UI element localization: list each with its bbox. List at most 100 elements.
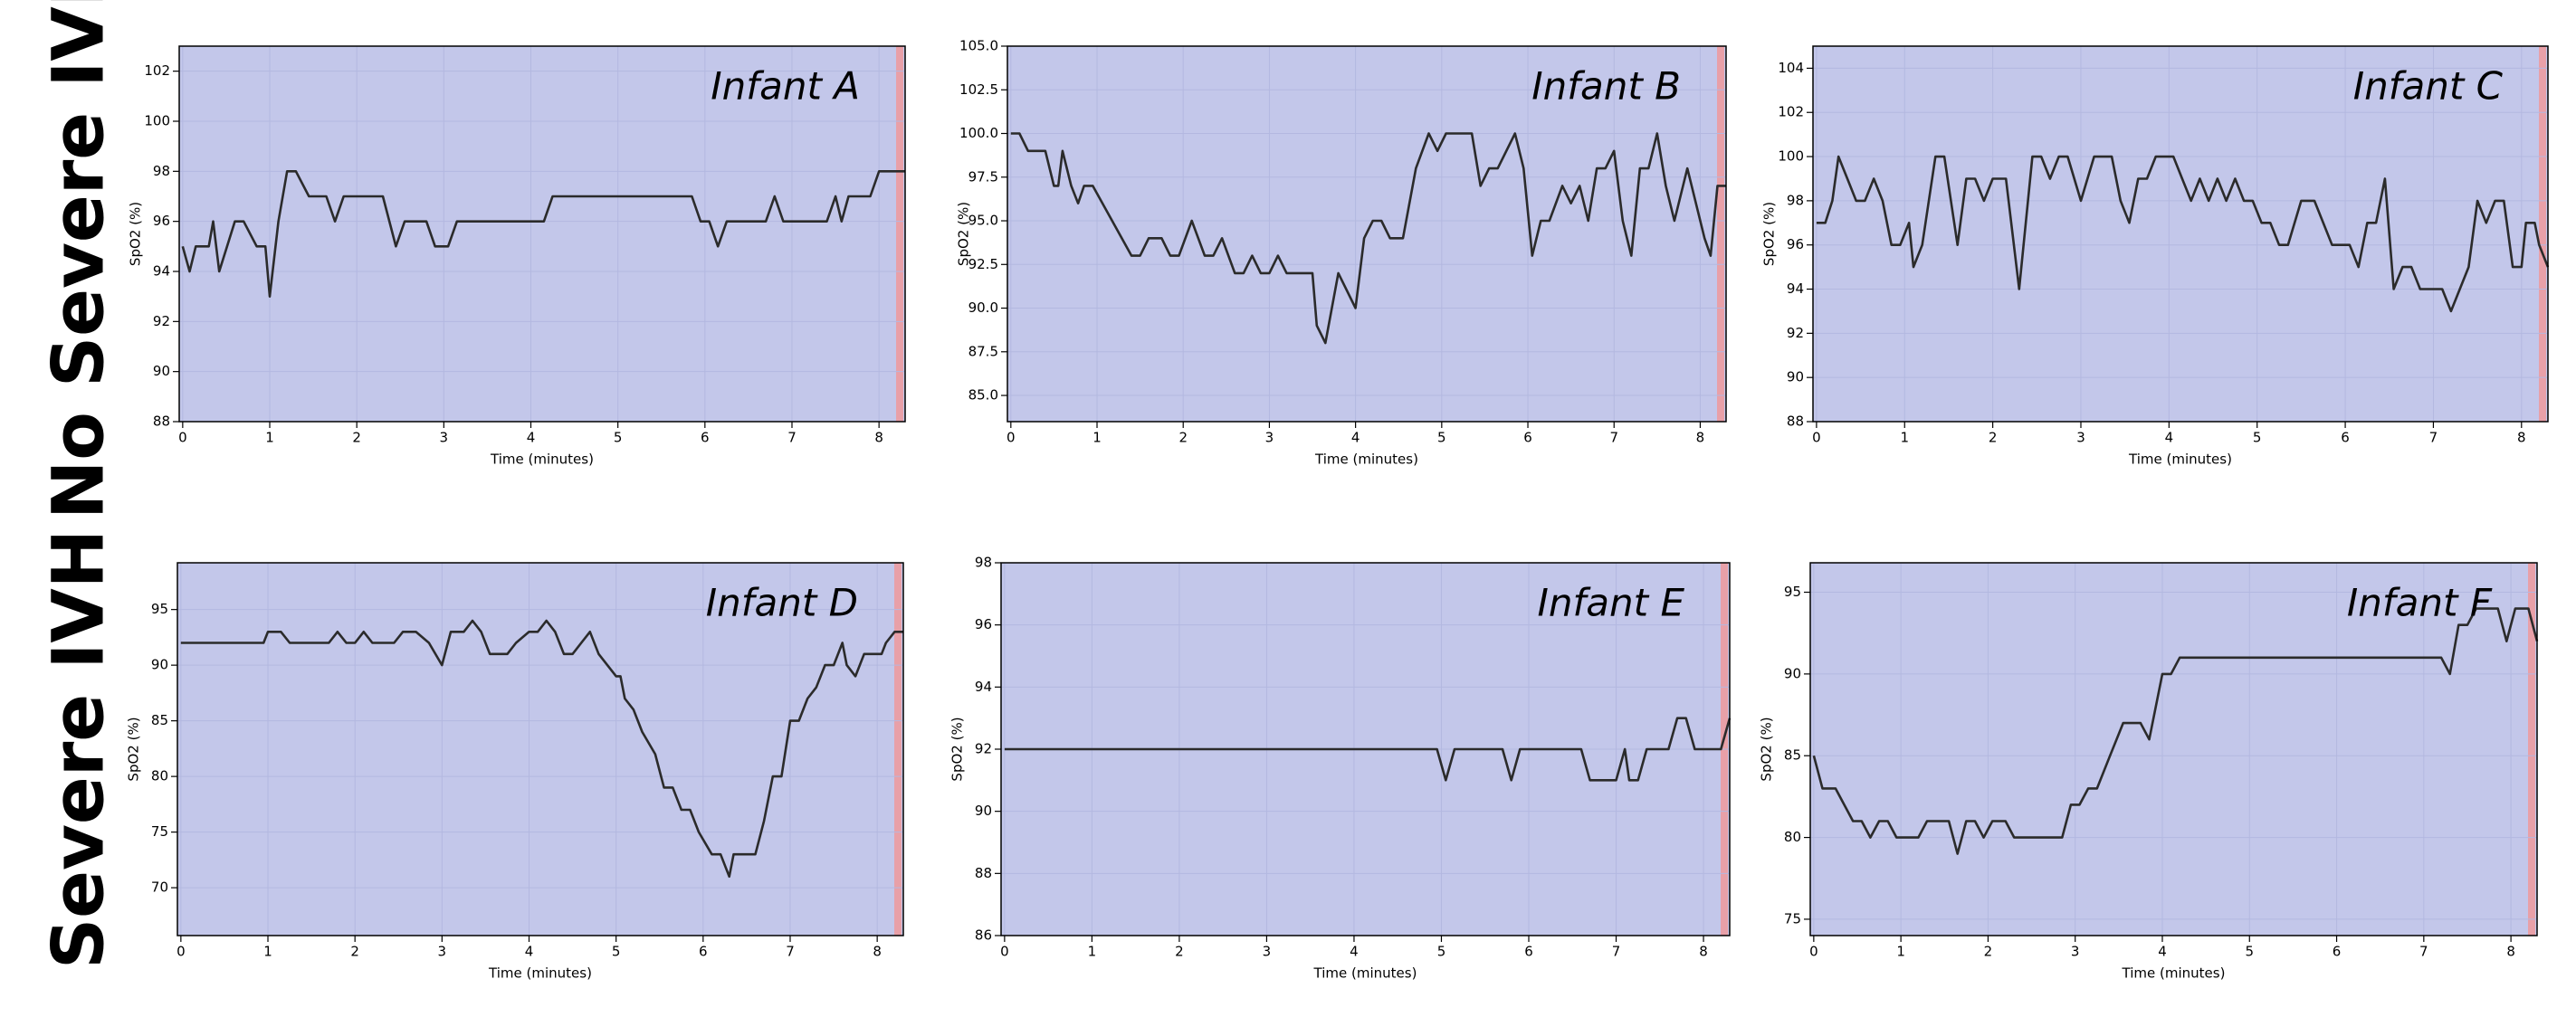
- x-tick-label: 2: [1178, 430, 1188, 446]
- y-axis-label: SpO2 (%): [956, 202, 972, 266]
- x-axis-label: Time (minutes): [1314, 451, 1418, 468]
- x-axis-label: Time (minutes): [488, 965, 592, 982]
- y-tick-label: 100: [1778, 148, 1804, 165]
- x-tick-label: 8: [873, 944, 882, 960]
- x-tick-label: 7: [1612, 944, 1621, 960]
- y-tick-label: 105.0: [959, 38, 998, 54]
- y-tick-label: 102.5: [959, 81, 998, 98]
- y-tick-label: 70: [151, 879, 168, 896]
- x-tick-label: 1: [1092, 430, 1102, 446]
- highlight-band: [896, 46, 903, 422]
- y-tick-label: 94: [975, 679, 992, 695]
- x-tick-label: 8: [2506, 944, 2515, 960]
- chart-title: Infant E: [1537, 581, 1684, 625]
- y-tick-label: 96: [1787, 236, 1804, 252]
- x-tick-label: 3: [438, 944, 447, 960]
- y-tick-label: 98: [975, 555, 992, 571]
- row-label: No Severe IVH: [38, 0, 119, 519]
- y-tick-label: 95: [151, 601, 168, 617]
- x-tick-label: 7: [786, 944, 795, 960]
- chart-title: Infant A: [711, 64, 860, 109]
- y-tick-label: 98: [153, 163, 170, 179]
- x-tick-label: 2: [352, 430, 361, 446]
- y-tick-label: 100.0: [959, 125, 998, 141]
- y-tick-label: 80: [1784, 829, 1801, 845]
- x-tick-label: 1: [1896, 944, 1905, 960]
- y-tick-label: 95.0: [968, 213, 998, 229]
- y-tick-label: 85.0: [968, 387, 998, 404]
- y-tick-label: 96: [975, 616, 992, 632]
- y-tick-label: 97.5: [968, 168, 998, 185]
- y-tick-label: 87.5: [968, 343, 998, 359]
- x-tick-label: 7: [2429, 430, 2438, 446]
- y-tick-label: 88: [975, 865, 992, 881]
- x-tick-label: 6: [1524, 944, 1533, 960]
- y-tick-label: 90: [151, 657, 168, 673]
- x-tick-label: 3: [2076, 430, 2085, 446]
- plot-frame: [1809, 562, 2538, 936]
- y-tick-label: 75: [151, 823, 168, 840]
- y-tick-label: 96: [153, 213, 170, 229]
- y-tick-label: 86: [975, 927, 992, 944]
- x-tick-label: 7: [787, 430, 797, 446]
- x-tick-label: 8: [874, 430, 883, 446]
- plot-background: [1813, 46, 2548, 422]
- x-axis-label: Time (minutes): [2128, 451, 2232, 468]
- x-axis-label: Time (minutes): [2122, 965, 2226, 982]
- x-tick-label: 4: [1350, 944, 1359, 960]
- y-tick-label: 88: [1787, 413, 1804, 430]
- x-tick-label: 8: [1696, 430, 1705, 446]
- y-tick-label: 92: [153, 313, 170, 329]
- x-tick-label: 0: [178, 430, 187, 446]
- plot-frame: [1007, 45, 1727, 423]
- chart-title: Infant B: [1531, 64, 1681, 109]
- x-tick-label: 5: [1437, 430, 1446, 446]
- x-tick-label: 0: [177, 944, 186, 960]
- spo2-line: [180, 619, 903, 879]
- x-tick-label: 5: [612, 944, 621, 960]
- x-axis-label: Time (minutes): [490, 451, 594, 468]
- y-tick-label: 88: [153, 413, 170, 430]
- x-tick-label: 2: [1175, 944, 1184, 960]
- plot-background: [177, 563, 903, 936]
- x-tick-label: 3: [440, 430, 449, 446]
- y-tick-label: 94: [153, 263, 170, 280]
- spo2-line: [1816, 155, 2550, 313]
- y-tick-label: 95: [1784, 584, 1801, 600]
- y-axis-label: SpO2 (%): [1761, 202, 1778, 266]
- x-tick-label: 4: [2158, 944, 2167, 960]
- x-tick-label: 6: [2341, 430, 2350, 446]
- highlight-band: [2539, 46, 2546, 422]
- x-tick-label: 0: [1812, 430, 1821, 446]
- x-tick-label: 4: [527, 430, 536, 446]
- highlight-band: [2528, 563, 2535, 936]
- plot-frame: [177, 562, 904, 936]
- y-tick-label: 104: [1778, 60, 1804, 76]
- y-tick-label: 90: [1787, 369, 1804, 385]
- plot-background: [1810, 563, 2537, 936]
- x-tick-label: 3: [1265, 430, 1274, 446]
- y-axis-label: SpO2 (%): [949, 717, 966, 781]
- x-tick-label: 7: [2419, 944, 2428, 960]
- spo2-line: [1010, 132, 1726, 345]
- x-tick-label: 1: [1088, 944, 1097, 960]
- x-tick-label: 0: [1007, 430, 1016, 446]
- x-tick-label: 1: [263, 944, 272, 960]
- y-tick-label: 90.0: [968, 299, 998, 316]
- x-tick-label: 0: [1000, 944, 1009, 960]
- y-tick-label: 90: [153, 363, 170, 379]
- y-tick-label: 80: [151, 768, 168, 784]
- y-tick-label: 102: [1778, 104, 1804, 120]
- x-tick-label: 5: [614, 430, 623, 446]
- y-tick-label: 98: [1787, 192, 1804, 208]
- x-tick-label: 2: [350, 944, 359, 960]
- row-label: Severe IVH: [38, 529, 119, 969]
- y-tick-label: 102: [144, 62, 170, 79]
- x-tick-label: 2: [1989, 430, 1998, 446]
- x-tick-label: 5: [2253, 430, 2262, 446]
- plot-frame: [1812, 45, 2549, 423]
- y-axis-label: SpO2 (%): [128, 202, 144, 266]
- x-tick-label: 1: [1900, 430, 1909, 446]
- x-tick-label: 3: [2071, 944, 2080, 960]
